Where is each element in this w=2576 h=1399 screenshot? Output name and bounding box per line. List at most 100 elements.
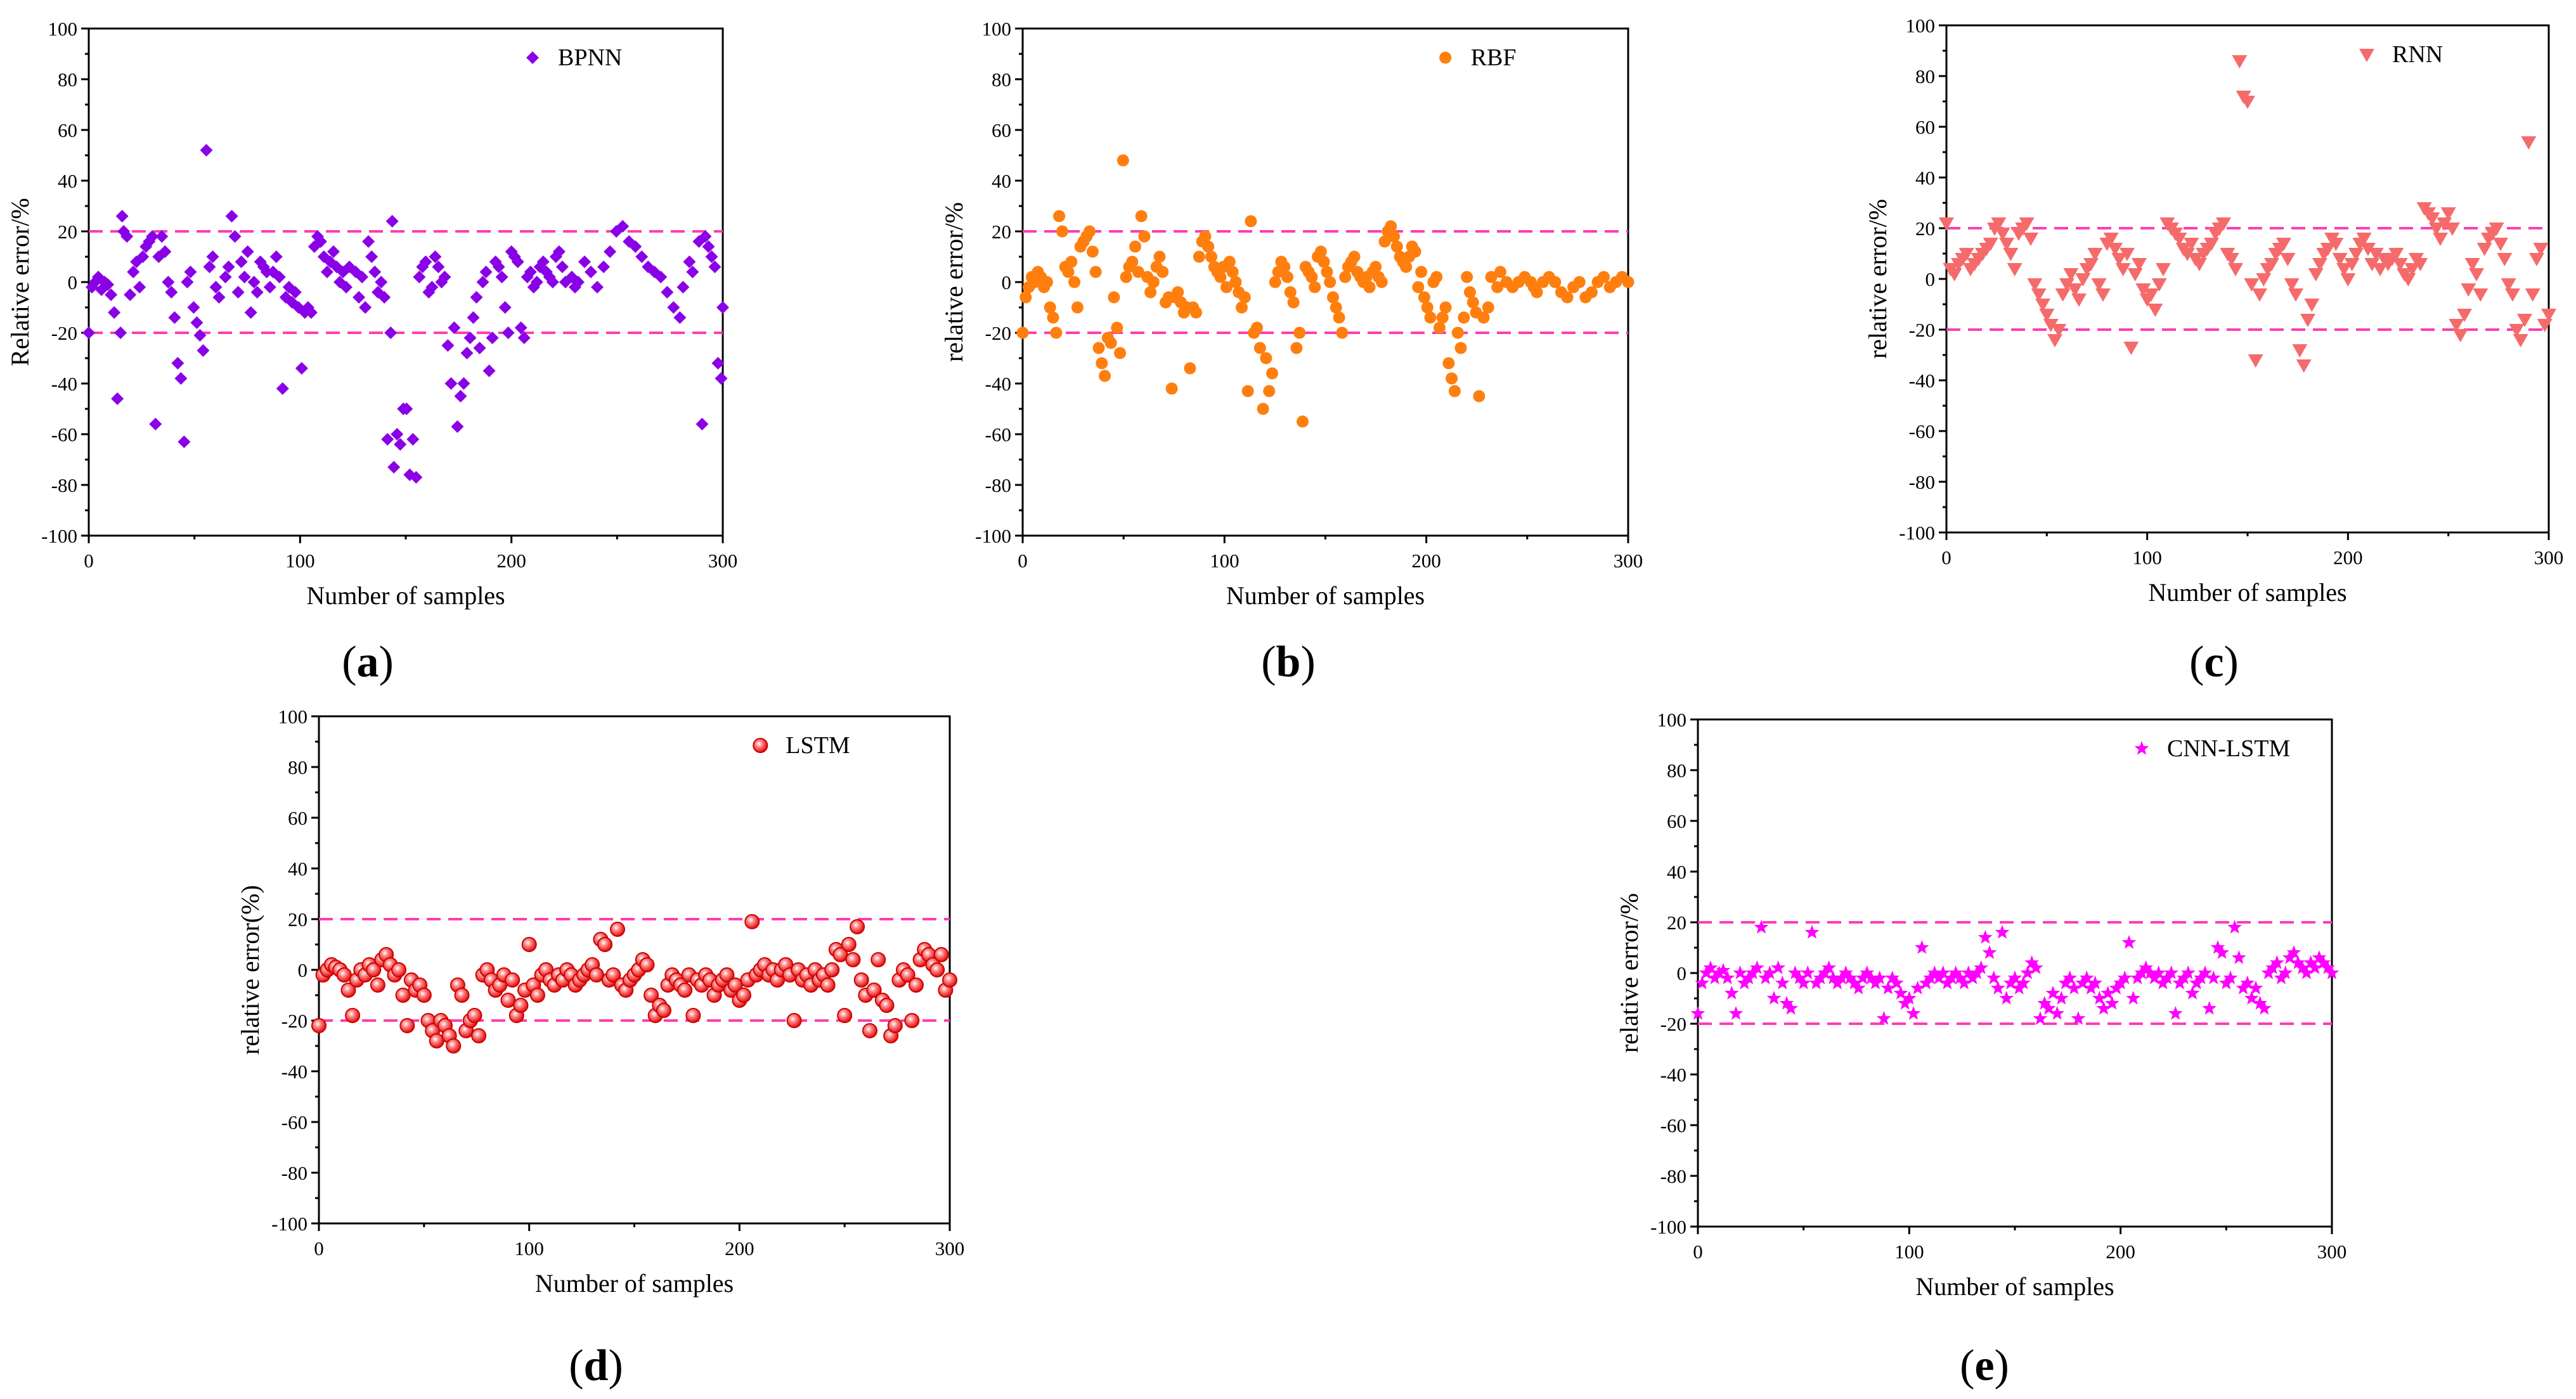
- data-point: [1053, 210, 1066, 222]
- data-point: [2168, 1006, 2183, 1020]
- data-point: [513, 998, 529, 1013]
- x-axis-title: Number of samples: [306, 581, 505, 610]
- data-point: [597, 261, 611, 273]
- data-point: [336, 967, 352, 983]
- data-point: [2120, 248, 2135, 261]
- y-tick-label: 80: [58, 68, 77, 91]
- data-point: [1104, 337, 1117, 349]
- data-point: [1253, 342, 1266, 354]
- y-tick-label: -80: [985, 474, 1011, 496]
- data-point: [2236, 981, 2251, 995]
- data-point: [2193, 970, 2208, 984]
- data-point: [105, 288, 118, 301]
- data-point: [476, 276, 489, 288]
- data-point: [187, 301, 200, 314]
- data-point: [1430, 271, 1443, 283]
- data-point: [2461, 283, 2476, 297]
- data-point: [288, 286, 302, 299]
- data-point: [356, 271, 369, 283]
- y-tick-label: -80: [1660, 1165, 1686, 1187]
- data-point: [505, 972, 521, 988]
- data-point: [115, 210, 129, 222]
- data-point: [1138, 230, 1151, 243]
- data-point: [1333, 311, 1345, 324]
- data-point: [2316, 955, 2331, 969]
- data-point: [2003, 248, 2019, 261]
- data-point: [146, 230, 159, 243]
- data-point: [1321, 266, 1333, 278]
- data-point: [2059, 278, 2074, 292]
- data-point: [1800, 965, 1815, 979]
- data-point: [454, 390, 467, 403]
- y-tick-label: 80: [1915, 65, 1935, 87]
- data-point: [1872, 970, 1887, 984]
- y-tick-label: -20: [1660, 1013, 1686, 1035]
- data-point: [2024, 955, 2040, 969]
- data-point: [2045, 986, 2061, 1000]
- y-tick-label: -100: [271, 1213, 307, 1235]
- data-point: [2109, 981, 2124, 995]
- data-point: [2103, 233, 2119, 246]
- data-point: [273, 271, 286, 283]
- data-point: [235, 255, 248, 268]
- data-point: [853, 972, 869, 988]
- data-point: [2400, 273, 2416, 287]
- data-point: [2541, 309, 2556, 322]
- data-point: [2088, 976, 2103, 990]
- data-point: [340, 281, 353, 293]
- data-point: [1446, 372, 1458, 385]
- data-point: [454, 988, 470, 1003]
- data-point: [2071, 293, 2087, 307]
- data-point: [933, 947, 949, 962]
- data-point: [837, 1008, 853, 1023]
- data-point: [2184, 238, 2199, 251]
- data-point: [1387, 230, 1400, 243]
- data-point: [1901, 991, 1917, 1005]
- x-tick-label: 200: [2333, 546, 2363, 569]
- data-point: [432, 261, 445, 273]
- data-point: [1263, 385, 1276, 397]
- y-tick-label: -80: [282, 1162, 307, 1184]
- data-point: [1927, 965, 1942, 979]
- data-point: [744, 914, 760, 929]
- data-point: [661, 286, 674, 299]
- data-point: [1040, 276, 1053, 288]
- x-tick-label: 200: [496, 550, 526, 572]
- data-point: [517, 332, 531, 344]
- y-tick-label: -20: [985, 322, 1011, 344]
- data-point: [250, 286, 264, 299]
- data-point: [2003, 976, 2018, 990]
- data-point: [1758, 970, 1773, 984]
- x-tick-label: 200: [1411, 550, 1441, 572]
- data-point: [2521, 136, 2537, 150]
- data-point: [588, 967, 604, 983]
- data-point: [1348, 250, 1361, 263]
- data-point: [1914, 940, 1929, 954]
- data-point: [1466, 296, 1479, 309]
- data-point: [365, 250, 379, 263]
- y-tick-label: 100: [982, 18, 1012, 40]
- data-point: [120, 230, 134, 243]
- data-point: [667, 301, 680, 314]
- data-point: [900, 967, 916, 983]
- data-point: [1957, 976, 1972, 990]
- y-tick-label: -80: [51, 474, 77, 496]
- data-point: [715, 372, 728, 385]
- data-point: [2372, 263, 2388, 276]
- data-point: [1863, 970, 1879, 984]
- data-point: [514, 321, 527, 334]
- data-point: [1238, 291, 1251, 304]
- data-point: [686, 266, 699, 278]
- data-point: [2525, 288, 2540, 302]
- y-axis-title: relative error/%: [1863, 199, 1892, 359]
- data-point: [2469, 268, 2484, 281]
- data-point: [2265, 960, 2281, 974]
- data-point: [1948, 965, 1964, 979]
- data-point: [1695, 976, 1710, 990]
- y-tick-label: -20: [282, 1010, 307, 1032]
- data-point: [1269, 276, 1281, 288]
- data-point: [438, 271, 451, 283]
- data-point: [1728, 1006, 1744, 1020]
- data-point: [1050, 326, 1063, 339]
